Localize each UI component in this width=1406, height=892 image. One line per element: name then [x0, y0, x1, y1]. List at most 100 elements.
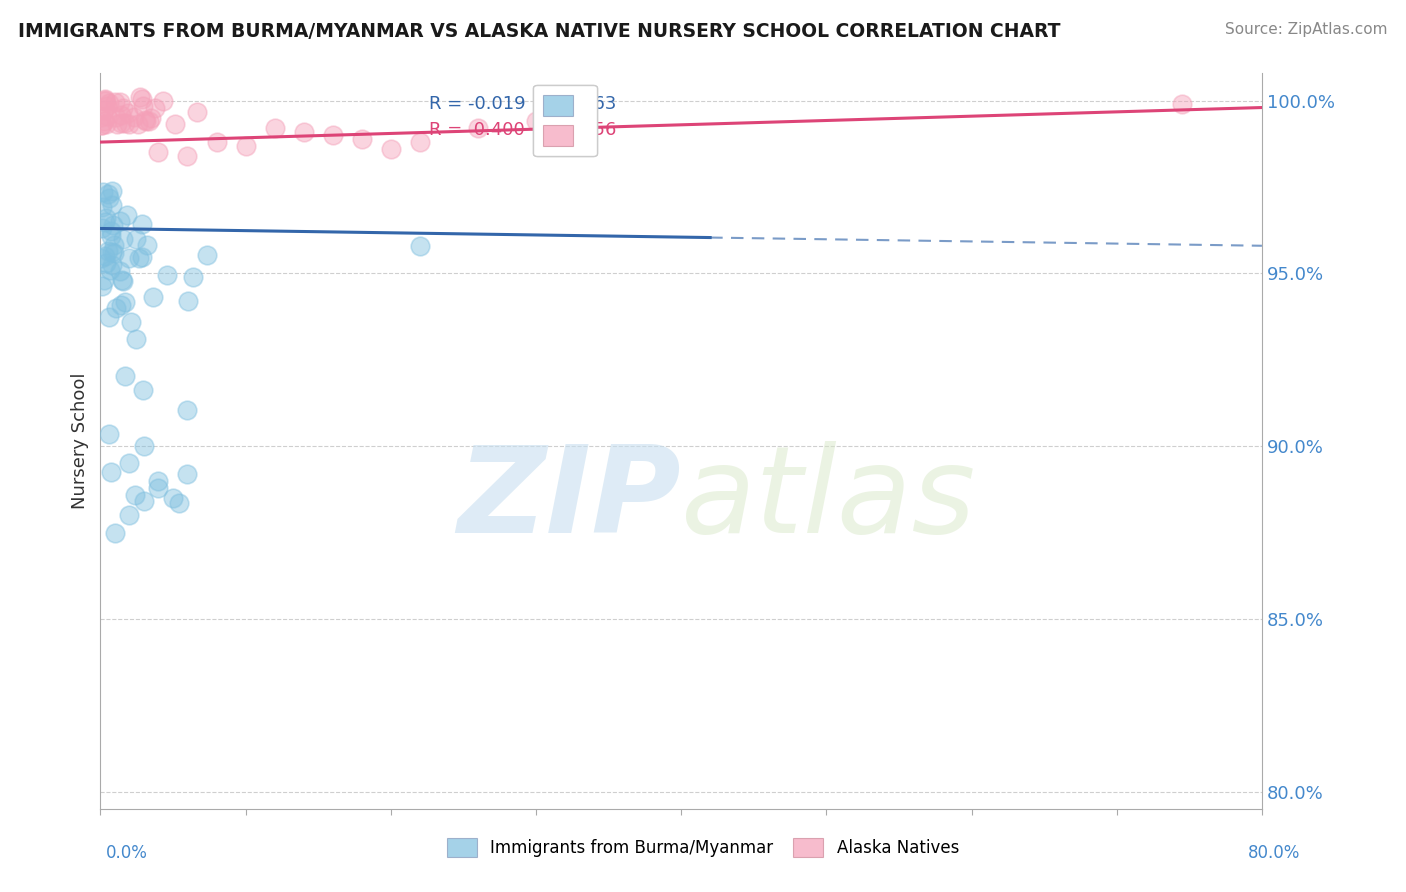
Point: [177, 294, 200, 309]
Point: [97, 191, 120, 205]
Point: [124, 488, 146, 502]
Point: [163, 117, 186, 131]
Text: atlas: atlas: [681, 442, 977, 558]
Point: [205, 135, 228, 149]
Point: [100, 263, 122, 277]
Point: [121, 315, 143, 329]
Point: [96, 98, 118, 112]
Point: [97, 186, 120, 201]
Point: [131, 250, 153, 264]
Point: [91, 186, 114, 200]
Point: [108, 263, 131, 277]
Point: [103, 219, 125, 233]
Point: [156, 268, 179, 282]
Point: [90, 279, 112, 293]
Point: [132, 99, 155, 113]
Point: [380, 142, 402, 156]
Point: [128, 251, 150, 265]
Point: [1171, 97, 1194, 112]
Point: [93, 103, 115, 118]
Point: [103, 237, 125, 252]
Point: [292, 125, 315, 139]
Text: N = 63: N = 63: [541, 95, 616, 113]
Point: [322, 128, 344, 143]
Point: [105, 117, 128, 131]
Point: [125, 332, 148, 346]
Point: [136, 237, 159, 252]
Point: [148, 481, 170, 495]
Point: [101, 258, 124, 272]
Point: [125, 232, 148, 246]
Point: [115, 208, 138, 222]
Text: 80.0%: 80.0%: [1249, 844, 1301, 862]
Point: [94, 117, 117, 131]
Point: [97, 427, 120, 442]
Point: [90, 110, 112, 124]
Point: [94, 94, 117, 108]
Point: [103, 246, 125, 260]
Point: [100, 198, 122, 212]
Point: [96, 109, 118, 123]
Point: [176, 467, 198, 481]
Point: [100, 465, 122, 479]
Point: [93, 272, 115, 286]
Point: [134, 113, 156, 128]
Point: [135, 113, 157, 128]
Point: [101, 245, 124, 260]
Point: [90, 200, 112, 214]
Point: [94, 215, 117, 229]
Point: [110, 298, 132, 312]
Point: [90, 118, 112, 132]
Text: R = -0.019: R = -0.019: [429, 95, 526, 113]
Point: [142, 290, 165, 304]
Point: [263, 121, 285, 136]
Point: [104, 111, 127, 125]
Legend: Immigrants from Burma/Myanmar, Alaska Natives: Immigrants from Burma/Myanmar, Alaska Na…: [440, 831, 966, 864]
Point: [162, 491, 184, 505]
Text: IMMIGRANTS FROM BURMA/MYANMAR VS ALASKA NATIVE NURSERY SCHOOL CORRELATION CHART: IMMIGRANTS FROM BURMA/MYANMAR VS ALASKA …: [18, 22, 1060, 41]
Point: [148, 474, 170, 488]
Point: [409, 135, 432, 149]
Point: [100, 229, 122, 244]
Point: [111, 232, 134, 246]
Point: [96, 211, 118, 226]
Point: [235, 138, 257, 153]
Point: [111, 273, 134, 287]
Point: [97, 96, 120, 111]
Point: [131, 217, 153, 231]
Point: [524, 114, 547, 128]
Point: [90, 221, 112, 235]
Point: [90, 251, 112, 265]
Point: [132, 494, 155, 508]
Point: [110, 116, 132, 130]
Point: [94, 92, 117, 106]
Point: [467, 121, 489, 136]
Point: [181, 269, 204, 284]
Point: [100, 224, 122, 238]
Point: [108, 214, 131, 228]
Point: [101, 184, 124, 198]
Text: Source: ZipAtlas.com: Source: ZipAtlas.com: [1225, 22, 1388, 37]
Point: [176, 403, 198, 417]
Point: [131, 92, 153, 106]
Point: [97, 310, 120, 324]
Point: [152, 94, 174, 108]
Point: [112, 274, 135, 288]
Point: [409, 239, 432, 253]
Y-axis label: Nursery School: Nursery School: [72, 373, 89, 509]
Point: [118, 251, 141, 265]
Text: N = 56: N = 56: [541, 120, 616, 138]
Point: [117, 106, 139, 120]
Point: [94, 256, 117, 270]
Point: [195, 248, 218, 262]
Point: [127, 117, 149, 131]
Point: [97, 244, 120, 258]
Text: ZIP: ZIP: [457, 442, 681, 558]
Point: [138, 114, 160, 128]
Point: [110, 108, 132, 122]
Point: [132, 383, 155, 397]
Point: [118, 457, 141, 471]
Point: [350, 131, 373, 145]
Point: [104, 525, 127, 540]
Point: [110, 95, 132, 109]
